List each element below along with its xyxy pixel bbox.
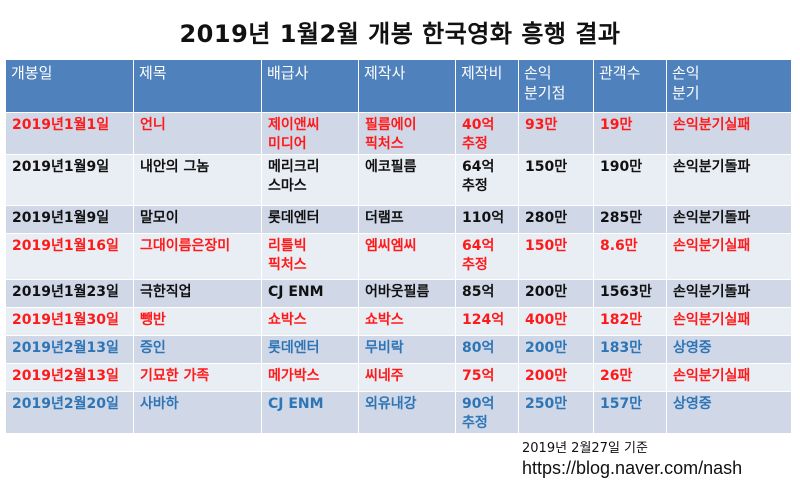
cell-budget: 80억 [455,335,519,364]
cell-title: 증인 [133,335,262,364]
column-header-producer: 제작사 [358,59,456,113]
cell-title: 언니 [133,112,262,155]
cell-title: 그대이름은장미 [133,233,262,280]
column-header-breakeven-status: 손익 분기 [666,59,792,113]
cell-budget: 110억 [455,205,519,234]
cell-distributor: 롯데엔터 [261,335,359,364]
table-row: 2019년1월1일 언니 제이앤씨 미디어 필름에이 픽처스 40억 추정 93만 19만 손… [5,112,792,155]
cell-budget: 90억 추정 [455,391,519,434]
cell-audience: 8.6만 [593,233,667,280]
table-row: 2019년2월13일 증인 롯데엔터 무비락 80억 200만 183만 상영중 [5,335,792,364]
cell-title: 말모이 [133,205,262,234]
column-header-budget: 제작비 [455,59,519,113]
cell-breakeven-status: 손익분기돌파 [666,205,792,234]
cell-release-date: 2019년1월9일 [5,154,134,206]
column-header-title: 제목 [133,59,262,113]
cell-breakeven-status: 손익분기돌파 [666,279,792,308]
cell-release-date: 2019년1월1일 [5,112,134,155]
cell-producer: 에코필름 [358,154,456,206]
cell-distributor: 메가박스 [261,363,359,392]
cell-breakeven-status: 상영중 [666,391,792,434]
cell-title: 사바하 [133,391,262,434]
cell-producer: 엠씨엠씨 [358,233,456,280]
cell-release-date: 2019년1월16일 [5,233,134,280]
cell-producer: 무비락 [358,335,456,364]
cell-budget: 75억 [455,363,519,392]
cell-breakeven-point: 250만 [518,391,594,434]
cell-release-date: 2019년2월13일 [5,363,134,392]
cell-breakeven-point: 200만 [518,335,594,364]
cell-producer: 외유내강 [358,391,456,434]
reference-date-note: 2019년 2월27일 기준 [522,441,648,456]
cell-breakeven-status: 손익분기실패 [666,307,792,336]
cell-breakeven-status: 손익분기실패 [666,363,792,392]
cell-title: 뺑반 [133,307,262,336]
cell-breakeven-point: 400만 [518,307,594,336]
cell-audience: 1563만 [593,279,667,308]
cell-release-date: 2019년1월30일 [5,307,134,336]
cell-breakeven-point: 200만 [518,363,594,392]
table-row: 2019년1월23일 극한직업 CJ ENM 어바웃필름 85억 200만 1563만 손익분… [5,279,792,308]
cell-distributor: 메리크리 스마스 [261,154,359,206]
source-url: https://blog.naver.com/nash [522,458,743,478]
cell-breakeven-status: 손익분기실패 [666,233,792,280]
cell-title: 기묘한 가족 [133,363,262,392]
cell-breakeven-point: 280만 [518,205,594,234]
cell-distributor: 제이앤씨 미디어 [261,112,359,155]
cell-release-date: 2019년1월9일 [5,205,134,234]
cell-release-date: 2019년2월13일 [5,335,134,364]
cell-breakeven-status: 손익분기돌파 [666,154,792,206]
cell-producer: 쇼박스 [358,307,456,336]
column-header-release-date: 개봉일 [5,59,134,113]
cell-title: 내안의 그놈 [133,154,262,206]
cell-distributor: CJ ENM [261,279,359,308]
cell-release-date: 2019년1월23일 [5,279,134,308]
cell-distributor: CJ ENM [261,391,359,434]
cell-breakeven-status: 손익분기실패 [666,112,792,155]
cell-breakeven-point: 93만 [518,112,594,155]
films-table: 개봉일 제목 배급사 제작사 제작비 손익 분기점 관객수 손익 분기 2019… [5,59,792,434]
table-row: 2019년1월30일 뺑반 쇼박스 쇼박스 124억 400만 182만 손익분기실패 [5,307,792,336]
table-row: 2019년1월9일 내안의 그놈 메리크리 스마스 에코필름 64억 추정 150만 190… [5,154,792,206]
column-header-breakeven-point: 손익 분기점 [518,59,594,113]
cell-breakeven-point: 150만 [518,233,594,280]
table-header-row: 개봉일 제목 배급사 제작사 제작비 손익 분기점 관객수 손익 분기 [5,59,792,113]
cell-producer: 어바웃필름 [358,279,456,308]
table-row: 2019년2월20일 사바하 CJ ENM 외유내강 90억 추정 250만 157만 상영중 [5,391,792,434]
cell-producer: 더램프 [358,205,456,234]
cell-audience: 26만 [593,363,667,392]
cell-breakeven-point: 200만 [518,279,594,308]
cell-breakeven-status: 상영중 [666,335,792,364]
cell-distributor: 롯데엔터 [261,205,359,234]
column-header-distributor: 배급사 [261,59,359,113]
cell-audience: 190만 [593,154,667,206]
page-title: 2019년 1월2월 개봉 한국영화 흥행 결과 [179,20,621,48]
cell-budget: 64억 추정 [455,233,519,280]
cell-title: 극한직업 [133,279,262,308]
cell-distributor: 리틀빅 픽처스 [261,233,359,280]
cell-budget: 124억 [455,307,519,336]
cell-audience: 19만 [593,112,667,155]
cell-producer: 필름에이 픽처스 [358,112,456,155]
table-row: 2019년1월16일 그대이름은장미 리틀빅 픽처스 엠씨엠씨 64억 추정 150만 8.… [5,233,792,280]
cell-budget: 40억 추정 [455,112,519,155]
cell-budget: 64억 추정 [455,154,519,206]
cell-breakeven-point: 150만 [518,154,594,206]
table-row: 2019년2월13일 기묘한 가족 메가박스 씨네주 75억 200만 26만 손익분기실패 [5,363,792,392]
cell-audience: 182만 [593,307,667,336]
cell-release-date: 2019년2월20일 [5,391,134,434]
cell-audience: 183만 [593,335,667,364]
cell-distributor: 쇼박스 [261,307,359,336]
cell-audience: 285만 [593,205,667,234]
cell-producer: 씨네주 [358,363,456,392]
table-row: 2019년1월9일 말모이 롯데엔터 더램프 110억 280만 285만 손익분기돌파 [5,205,792,234]
column-header-audience: 관객수 [593,59,667,113]
cell-audience: 157만 [593,391,667,434]
cell-budget: 85억 [455,279,519,308]
